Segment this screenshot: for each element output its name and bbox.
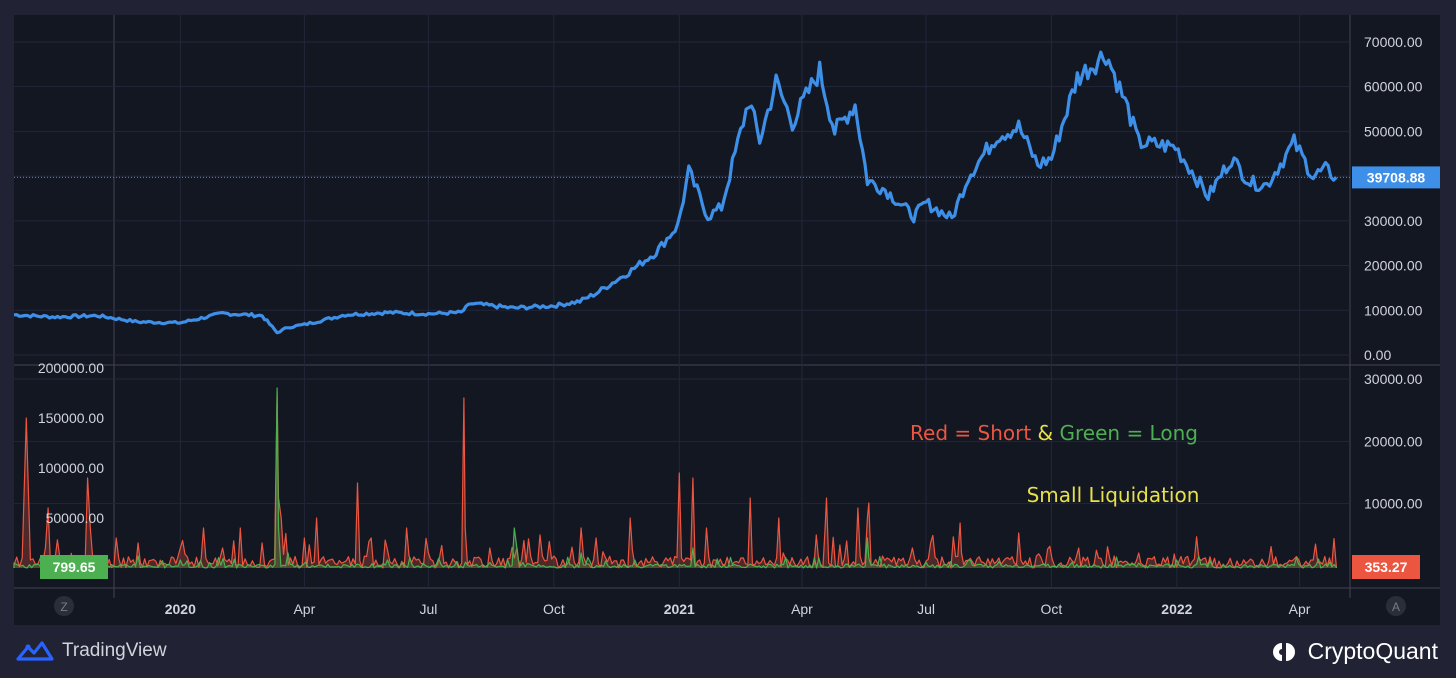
cryptoquant-text: CryptoQuant bbox=[1307, 638, 1438, 664]
x-tick-label: 2021 bbox=[664, 601, 695, 617]
x-tick-label: Apr bbox=[1289, 601, 1311, 617]
x-tick-label: Oct bbox=[543, 601, 565, 617]
x-tick-label: 2020 bbox=[165, 601, 196, 617]
price-tick-label: 20000.00 bbox=[1364, 258, 1423, 274]
x-tick-label: 2022 bbox=[1161, 601, 1192, 617]
short-value-badge bbox=[1352, 555, 1420, 579]
short-value-label: 353.27 bbox=[1365, 559, 1408, 575]
price-series-line bbox=[13, 50, 1338, 335]
x-tick-label: Jul bbox=[917, 601, 935, 617]
price-tick-label: 30000.00 bbox=[1364, 213, 1423, 229]
a-button-label: A bbox=[1392, 600, 1400, 614]
left-tick-label: 50000.00 bbox=[46, 510, 105, 526]
right-tick-label: 30000.00 bbox=[1364, 371, 1423, 387]
small-liquidation-annotation: Small Liquidation bbox=[1027, 483, 1200, 507]
price-tick-label: 60000.00 bbox=[1364, 79, 1423, 95]
right-tick-label: 20000.00 bbox=[1364, 433, 1423, 449]
x-tick-label: Oct bbox=[1041, 601, 1063, 617]
cryptoquant-icon bbox=[1272, 642, 1295, 661]
z-button-label: Z bbox=[60, 600, 67, 614]
x-tick-label: Jul bbox=[419, 601, 437, 617]
z-button[interactable]: Z bbox=[54, 596, 74, 616]
left-tick-label: 200000.00 bbox=[38, 360, 104, 376]
last-price-label: 39708.88 bbox=[1367, 169, 1426, 185]
price-tick-label: 70000.00 bbox=[1364, 34, 1423, 50]
legend-ampersand: & bbox=[1031, 421, 1059, 445]
left-tick-label: 100000.00 bbox=[38, 460, 104, 476]
tradingview-logo[interactable]: TradingView bbox=[16, 640, 167, 662]
price-tick-label: 0.00 bbox=[1364, 347, 1391, 363]
left-tick-label: 150000.00 bbox=[38, 410, 104, 426]
tradingview-text: TradingView bbox=[62, 640, 167, 661]
long-value-badge bbox=[40, 555, 108, 579]
long-liquidation-series bbox=[13, 387, 1338, 569]
x-tick-label: Apr bbox=[791, 601, 813, 617]
cryptoquant-logo[interactable]: CryptoQuant bbox=[1270, 638, 1438, 665]
footer: TradingView CryptoQuant bbox=[0, 628, 1456, 678]
long-value-label: 799.65 bbox=[53, 559, 96, 575]
legend-long-label: Green = Long bbox=[1060, 421, 1198, 445]
short-liquidation-series bbox=[13, 392, 1338, 569]
legend-short-label: Red = Short bbox=[910, 421, 1031, 445]
x-tick-label: Apr bbox=[293, 601, 315, 617]
price-tick-label: 50000.00 bbox=[1364, 123, 1423, 139]
price-tick-label: 10000.00 bbox=[1364, 302, 1423, 318]
right-tick-label: 10000.00 bbox=[1364, 496, 1423, 512]
tradingview-icon bbox=[16, 641, 54, 661]
a-button[interactable]: A bbox=[1386, 596, 1406, 616]
legend-annotation: Red = Short & Green = Long bbox=[910, 421, 1198, 445]
last-price-badge bbox=[1352, 166, 1440, 189]
chart-background bbox=[14, 15, 1440, 625]
